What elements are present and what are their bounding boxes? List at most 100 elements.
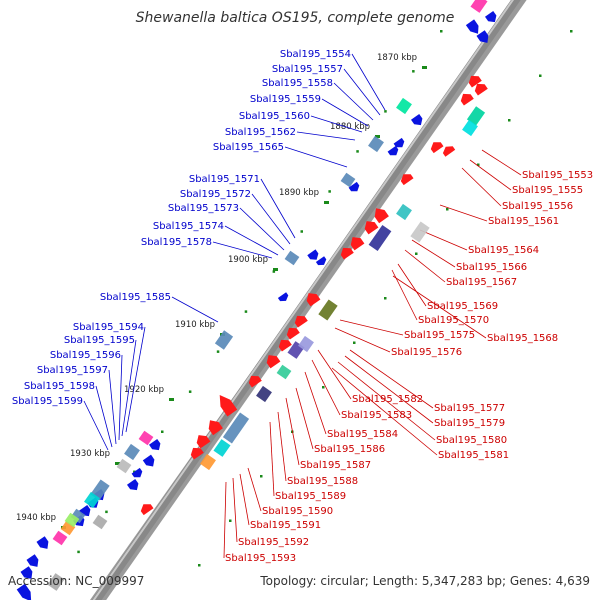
forward-gene-arrow <box>387 145 399 156</box>
forward-gene-label: Sbal195_1571 <box>189 174 260 185</box>
feature-block <box>462 119 478 137</box>
forward-gene-label: Sbal195_1559 <box>250 94 321 105</box>
scale-tick <box>169 398 174 401</box>
forward-gene-arrow <box>348 181 360 192</box>
scale-label: 1900 kbp <box>228 255 268 265</box>
feature-block <box>60 520 76 536</box>
outer-guide-dot <box>322 386 325 389</box>
forward-gene-label: Sbal195_1554 <box>280 49 351 60</box>
scale-tick <box>273 268 278 271</box>
forward-gene-leader <box>83 400 109 451</box>
reverse-gene-leader <box>285 397 300 466</box>
forward-gene-label: Sbal195_1572 <box>180 189 251 200</box>
feature-block <box>92 514 108 530</box>
reverse-gene-leader <box>404 249 446 283</box>
feature-block <box>276 364 292 380</box>
reverse-gene-leader <box>411 239 456 268</box>
forward-gene-arrow <box>16 583 32 600</box>
forward-gene-leader <box>310 115 363 133</box>
forward-gene-label: Sbal195_1558 <box>262 78 333 89</box>
reverse-gene-leader <box>317 349 352 400</box>
reverse-gene-arrow <box>294 315 308 328</box>
feature-block <box>256 385 272 403</box>
reverse-gene-label: Sbal195_1583 <box>341 410 412 421</box>
feature-block <box>213 439 231 457</box>
outer-guide-dot <box>384 297 387 300</box>
outer-guide-dot <box>415 252 418 255</box>
feature-block <box>214 330 234 350</box>
reverse-gene-label: Sbal195_1588 <box>287 476 358 487</box>
reverse-gene-label: Sbal195_1576 <box>391 347 462 358</box>
reverse-gene-label: Sbal195_1587 <box>300 460 371 471</box>
inner-guide-dot <box>440 30 443 33</box>
forward-gene-label: Sbal195_1573 <box>168 203 239 214</box>
forward-gene-leader <box>321 98 369 127</box>
feature-block <box>284 250 300 266</box>
feature-block <box>410 221 430 243</box>
forward-gene-leader <box>95 385 113 448</box>
map-title: Shewanella baltica OS195, complete genom… <box>135 10 455 26</box>
feature-block <box>116 458 132 474</box>
forward-gene-label: Sbal195_1557 <box>272 64 343 75</box>
reverse-gene-leader <box>349 349 434 409</box>
forward-gene-arrow <box>277 292 289 302</box>
forward-gene-arrow <box>131 467 143 478</box>
inner-guide-dot <box>384 110 387 113</box>
forward-gene-leader <box>171 296 219 323</box>
reverse-gene-arrow <box>460 93 474 106</box>
forward-gene-arrow <box>315 256 327 266</box>
reverse-gene-leader <box>337 361 436 441</box>
forward-gene-arrow <box>485 11 497 23</box>
scale-tick <box>115 462 120 465</box>
inner-guide-dot <box>356 150 359 153</box>
feature-block <box>368 135 384 153</box>
scale-tick <box>422 66 427 69</box>
forward-gene-arrow <box>20 566 33 579</box>
reverse-gene-label: Sbal195_1584 <box>327 429 398 440</box>
forward-gene-leader <box>296 131 356 141</box>
feature-block <box>64 512 80 528</box>
feature-block <box>52 530 68 546</box>
forward-gene-arrow <box>411 114 423 126</box>
outer-guide-dot <box>446 208 449 211</box>
inner-guide-dot <box>244 310 248 313</box>
reverse-gene-arrow <box>306 293 321 307</box>
forward-gene-leader <box>343 68 381 116</box>
outer-guide-dot <box>508 119 511 122</box>
forward-gene-leader <box>284 146 348 168</box>
reverse-gene-arrow <box>266 355 281 369</box>
forward-gene-leader <box>118 354 123 441</box>
reverse-gene-leader <box>469 159 512 191</box>
reverse-gene-label: Sbal195_1592 <box>238 537 309 548</box>
scale-label: 1940 kbp <box>16 513 56 523</box>
forward-gene-leader <box>333 82 374 121</box>
inner-guide-dot <box>412 70 415 73</box>
feature-block <box>470 0 488 13</box>
scale-tick <box>375 135 380 138</box>
feature-block <box>298 335 314 353</box>
reverse-gene-label: Sbal195_1561 <box>488 216 559 227</box>
forward-gene-label: Sbal195_1574 <box>153 221 224 232</box>
reverse-gene-leader <box>239 473 250 526</box>
scale-label: 1930 kbp <box>70 449 110 459</box>
backbone-highlight <box>92 0 515 600</box>
reverse-gene-arrow <box>190 447 204 460</box>
reverse-gene-label: Sbal195_1575 <box>404 330 475 341</box>
feature-block <box>84 491 100 509</box>
accession-label: Accession: NC_009997 <box>8 574 145 588</box>
reverse-gene-label: Sbal195_1564 <box>468 245 539 256</box>
reverse-gene-label: Sbal195_1591 <box>250 520 321 531</box>
feature-block <box>47 573 65 591</box>
scale-label: 1890 kbp <box>279 188 319 198</box>
reverse-gene-arrow <box>474 83 488 96</box>
forward-gene-arrow <box>127 479 139 491</box>
forward-gene-leader <box>121 339 137 437</box>
inner-guide-dot <box>188 390 192 393</box>
outer-guide-dot <box>353 341 356 344</box>
reverse-gene-label: Sbal195_1553 <box>522 170 593 181</box>
reverse-gene-label: Sbal195_1556 <box>502 201 573 212</box>
reverse-gene-label: Sbal195_1555 <box>512 185 583 196</box>
inner-guide-dot <box>105 510 108 514</box>
forward-gene-leader <box>260 178 296 239</box>
